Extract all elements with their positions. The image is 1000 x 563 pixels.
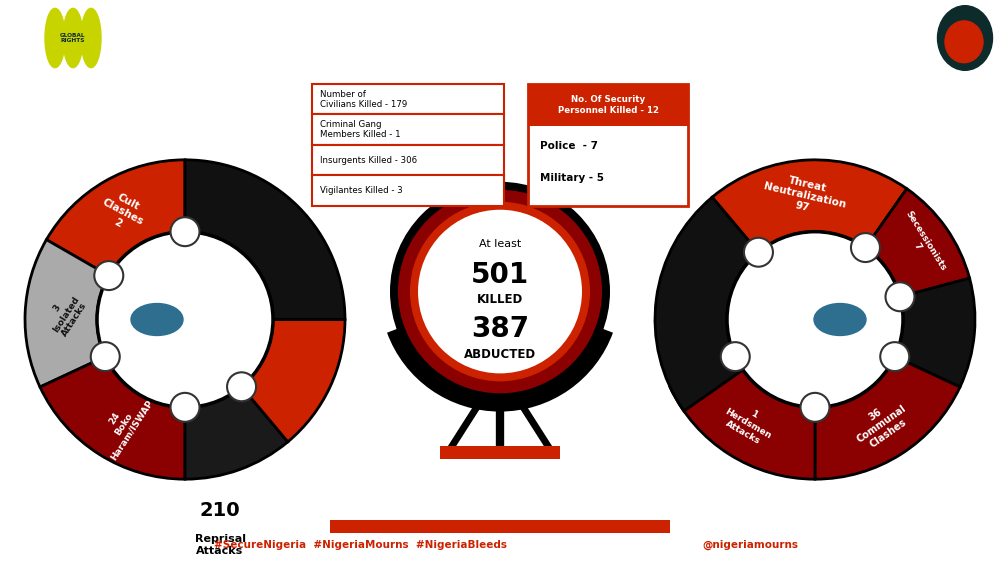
Wedge shape: [25, 240, 109, 387]
Wedge shape: [242, 320, 345, 442]
Wedge shape: [895, 278, 975, 387]
Circle shape: [170, 217, 200, 246]
Wedge shape: [712, 160, 907, 252]
Ellipse shape: [45, 8, 65, 68]
Circle shape: [727, 232, 903, 407]
Wedge shape: [670, 356, 815, 479]
Text: Reprisal
Attacks: Reprisal Attacks: [195, 534, 246, 556]
Wedge shape: [46, 160, 185, 276]
Circle shape: [390, 182, 610, 401]
Text: 1
Herdsmen
Attacks: 1 Herdsmen Attacks: [718, 398, 778, 450]
Bar: [440, 446, 560, 459]
Wedge shape: [655, 197, 758, 411]
Circle shape: [800, 393, 830, 422]
Text: Vigilantes Killed - 3: Vigilantes Killed - 3: [320, 186, 403, 195]
Ellipse shape: [814, 303, 866, 336]
Circle shape: [410, 202, 590, 381]
Text: Criminal Gang
Members Killed - 1: Criminal Gang Members Killed - 1: [320, 120, 401, 140]
Text: Cult
Clashes
2: Cult Clashes 2: [95, 187, 151, 238]
Circle shape: [97, 232, 273, 407]
Text: MOB: MOB: [613, 295, 645, 308]
Text: 387: 387: [471, 315, 529, 343]
Bar: [312, 175, 504, 205]
Circle shape: [91, 342, 120, 371]
Wedge shape: [185, 387, 288, 479]
Wedge shape: [40, 356, 185, 479]
Ellipse shape: [945, 21, 983, 62]
Wedge shape: [815, 356, 960, 479]
Circle shape: [227, 372, 256, 401]
Text: 501: 501: [471, 261, 529, 289]
Circle shape: [94, 261, 123, 290]
Text: At least: At least: [479, 239, 521, 249]
Circle shape: [721, 342, 750, 371]
Text: 210: 210: [200, 501, 240, 520]
Text: VIOLENT INCIDENTS REPORT - AUGUST 2024: VIOLENT INCIDENTS REPORT - AUGUST 2024: [138, 24, 862, 52]
Wedge shape: [185, 160, 345, 320]
Text: @nigeriamourns: @nigeriamourns: [702, 540, 798, 550]
Text: ABDUCTED: ABDUCTED: [464, 348, 536, 361]
Circle shape: [880, 342, 909, 371]
Text: Secessionists
7: Secessionists 7: [895, 209, 948, 278]
Text: 0: 0: [987, 398, 1000, 417]
Circle shape: [398, 190, 602, 394]
Bar: [312, 114, 504, 145]
Text: Police  - 7: Police - 7: [540, 141, 598, 151]
Text: No. Of Security
Personnel Killed - 12: No. Of Security Personnel Killed - 12: [558, 95, 658, 115]
Text: 3
Isolated
Attacks: 3 Isolated Attacks: [42, 289, 90, 339]
Bar: [528, 84, 688, 205]
Text: 36
Communal
Clashes: 36 Communal Clashes: [848, 394, 915, 454]
Circle shape: [744, 238, 773, 267]
Wedge shape: [865, 189, 970, 297]
Ellipse shape: [81, 8, 101, 68]
Bar: [528, 84, 688, 126]
Text: GLOBAL
RIGHTS: GLOBAL RIGHTS: [60, 33, 86, 43]
Bar: [312, 84, 504, 114]
Circle shape: [170, 393, 200, 422]
Bar: [312, 145, 504, 175]
Text: Insurgents Killed - 306: Insurgents Killed - 306: [320, 155, 417, 164]
Circle shape: [886, 282, 915, 311]
Text: 24
Boko
Haram/ISWAP: 24 Boko Haram/ISWAP: [92, 386, 155, 461]
Text: #SecureNigeria  #NigeriaMourns  #NigeriaBleeds: #SecureNigeria #NigeriaMourns #NigeriaBl…: [214, 540, 507, 550]
Circle shape: [418, 210, 582, 373]
Ellipse shape: [63, 8, 83, 68]
Bar: [330, 520, 670, 533]
Circle shape: [851, 233, 880, 262]
Text: 95: 95: [0, 444, 20, 464]
Text: KILLED: KILLED: [477, 293, 523, 306]
Ellipse shape: [938, 6, 992, 70]
Text: Attacks  4: Attacks 4: [575, 325, 645, 338]
Text: Extrajudicial
Killings: Extrajudicial Killings: [0, 234, 20, 256]
Text: Banditry: Banditry: [0, 485, 20, 498]
Text: 24: 24: [0, 289, 20, 310]
Text: Political: Political: [987, 368, 1000, 381]
Text: Threat
Neutralization
97: Threat Neutralization 97: [760, 170, 849, 221]
Ellipse shape: [131, 303, 183, 336]
Text: Number of
Civilians Killed - 179: Number of Civilians Killed - 179: [320, 90, 407, 109]
Text: Military - 5: Military - 5: [540, 173, 604, 183]
